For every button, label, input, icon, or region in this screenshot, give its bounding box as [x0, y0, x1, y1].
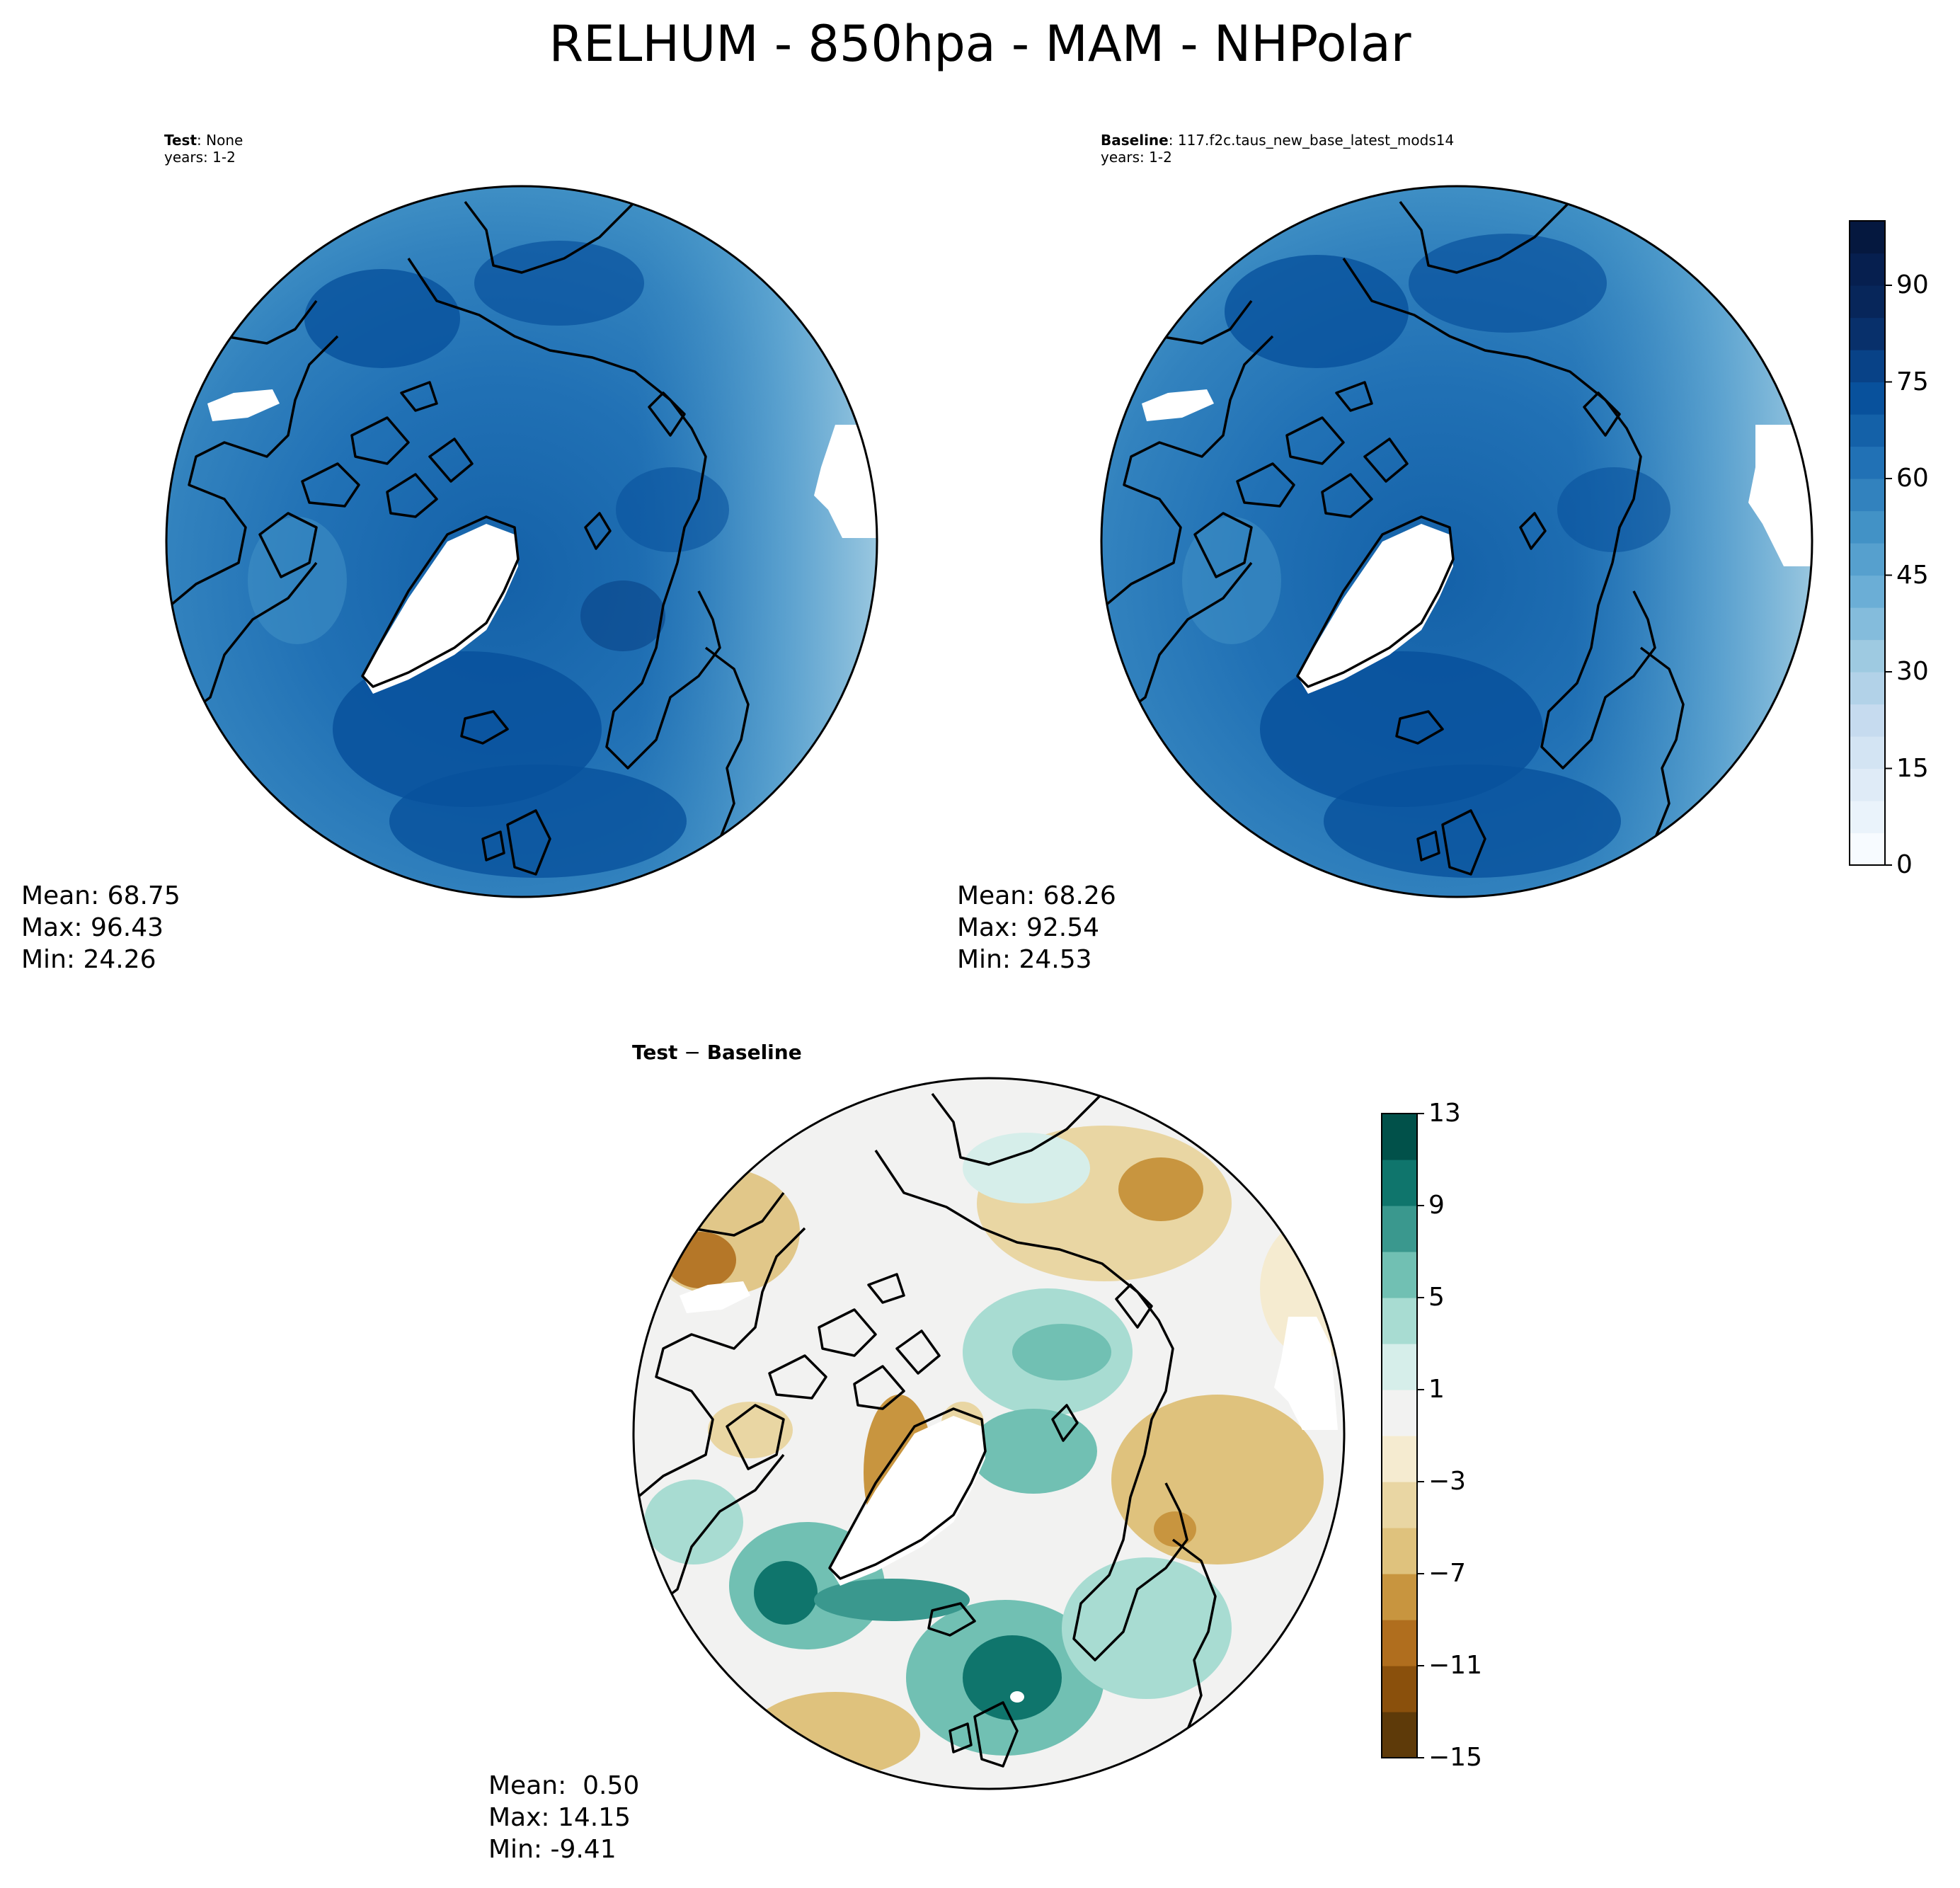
- colorbar-swatch: [1382, 1252, 1417, 1298]
- test-label-name: Test: [164, 132, 197, 149]
- diff-title-op: −: [677, 1041, 707, 1064]
- colorbar-swatch: [1850, 704, 1885, 737]
- baseline-mean: Mean: 68.26: [957, 881, 1116, 910]
- relhum-colorbar-tick-label: 90: [1896, 270, 1929, 299]
- baseline-label-sep: :: [1168, 132, 1178, 149]
- test-map: [165, 185, 878, 898]
- colorbar-swatch: [1850, 221, 1885, 254]
- colorbar-swatch: [1382, 1528, 1417, 1574]
- colorbar-frame: [1381, 1113, 1418, 1758]
- test-label-value: None: [206, 132, 243, 149]
- diff-colorbar-tick-label: 9: [1428, 1191, 1445, 1220]
- baseline-years: years: 1-2: [1101, 149, 1172, 166]
- colorbar-swatch: [1850, 639, 1885, 673]
- colorbar-swatch: [1382, 1206, 1417, 1252]
- relhum-colorbar-tick-label: 30: [1896, 657, 1929, 686]
- colorbar-swatch: [1850, 768, 1885, 801]
- colorbar-swatch: [1850, 672, 1885, 705]
- colorbar-swatch: [1382, 1344, 1417, 1390]
- colorbar-swatch: [1850, 446, 1885, 479]
- baseline-map: [1100, 185, 1813, 898]
- colorbar-swatch: [1382, 1436, 1417, 1482]
- colorbar-swatch: [1382, 1390, 1417, 1436]
- relhum-colorbar-tick-label: 75: [1896, 367, 1929, 396]
- test-years: years: 1-2: [164, 149, 236, 166]
- relhum-colorbar-tick-label: 0: [1896, 850, 1913, 879]
- relhum-colorbar-tick-label: 60: [1896, 464, 1929, 493]
- diff-min: Min: -9.41: [488, 1835, 617, 1864]
- colorbar-swatch: [1850, 350, 1885, 383]
- colorbar-swatch: [1850, 382, 1885, 415]
- diff-map: [632, 1077, 1346, 1790]
- diff-colorbar-tick-label: 5: [1428, 1283, 1445, 1312]
- colorbar-swatch: [1850, 833, 1885, 866]
- colorbar-swatch: [1850, 607, 1885, 641]
- baseline-stats: Mean: 68.26 Max: 92.54 Min: 24.53: [957, 880, 1116, 976]
- test-mean: Mean: 68.75: [21, 881, 180, 910]
- diff-colorbar-tick-label: 1: [1428, 1375, 1445, 1404]
- test-min: Min: 24.26: [21, 945, 156, 974]
- colorbar-swatch: [1850, 510, 1885, 544]
- colorbar-swatch: [1382, 1666, 1417, 1712]
- colorbar-swatch: [1382, 1114, 1417, 1160]
- diff-panel-title: Test − Baseline: [632, 1041, 802, 1064]
- colorbar-swatch: [1382, 1712, 1417, 1758]
- colorbar-swatch: [1850, 253, 1885, 286]
- colorbar-swatch: [1382, 1298, 1417, 1344]
- relhum-colorbar-tick-label: 45: [1896, 560, 1929, 590]
- baseline-panel-label: Baseline: 117.f2c.taus_new_base_latest_m…: [1101, 132, 1454, 149]
- colorbar-swatch: [1382, 1160, 1417, 1206]
- colorbar-swatch: [1850, 736, 1885, 769]
- baseline-min: Min: 24.53: [957, 945, 1092, 974]
- baseline-max: Max: 92.54: [957, 913, 1100, 942]
- colorbar-swatch: [1850, 575, 1885, 608]
- relhum-colorbar: [1849, 220, 1892, 866]
- diff-colorbar-tick-label: −3: [1428, 1467, 1467, 1496]
- relhum-colorbar-tick-label: 15: [1896, 753, 1929, 783]
- diff-colorbar-tick-label: 13: [1428, 1099, 1461, 1128]
- test-stats: Mean: 68.75 Max: 96.43 Min: 24.26: [21, 880, 180, 976]
- colorbar-swatch: [1850, 317, 1885, 350]
- diff-title-a: Test: [632, 1041, 678, 1064]
- colorbar-swatch: [1382, 1620, 1417, 1666]
- diff-colorbar-tick-label: −7: [1428, 1559, 1467, 1588]
- diff-colorbar-tick-label: −11: [1428, 1651, 1482, 1680]
- colorbar-swatch: [1850, 414, 1885, 447]
- diff-colorbar: [1381, 1113, 1424, 1758]
- baseline-label-name: Baseline: [1101, 132, 1169, 149]
- figure-title: RELHUM - 850hpa - MAM - NHPolar: [549, 15, 1411, 73]
- diff-mean: Mean: 0.50: [488, 1771, 640, 1800]
- diff-max: Max: 14.15: [488, 1803, 631, 1832]
- colorbar-swatch: [1850, 801, 1885, 834]
- diff-title-b: Baseline: [706, 1041, 802, 1064]
- colorbar-swatch: [1850, 479, 1885, 512]
- test-panel-label: Test: None: [164, 132, 243, 149]
- test-label-sep: :: [197, 132, 207, 149]
- colorbar-swatch: [1382, 1574, 1417, 1620]
- test-max: Max: 96.43: [21, 913, 164, 942]
- colorbar-frame: [1849, 220, 1886, 866]
- colorbar-swatch: [1850, 543, 1885, 576]
- diff-colorbar-tick-label: −15: [1428, 1743, 1482, 1772]
- diff-stats: Mean: 0.50 Max: 14.15 Min: -9.41: [488, 1770, 639, 1865]
- colorbar-swatch: [1382, 1482, 1417, 1528]
- colorbar-swatch: [1850, 285, 1885, 319]
- baseline-label-value: 117.f2c.taus_new_base_latest_mods14: [1177, 132, 1455, 149]
